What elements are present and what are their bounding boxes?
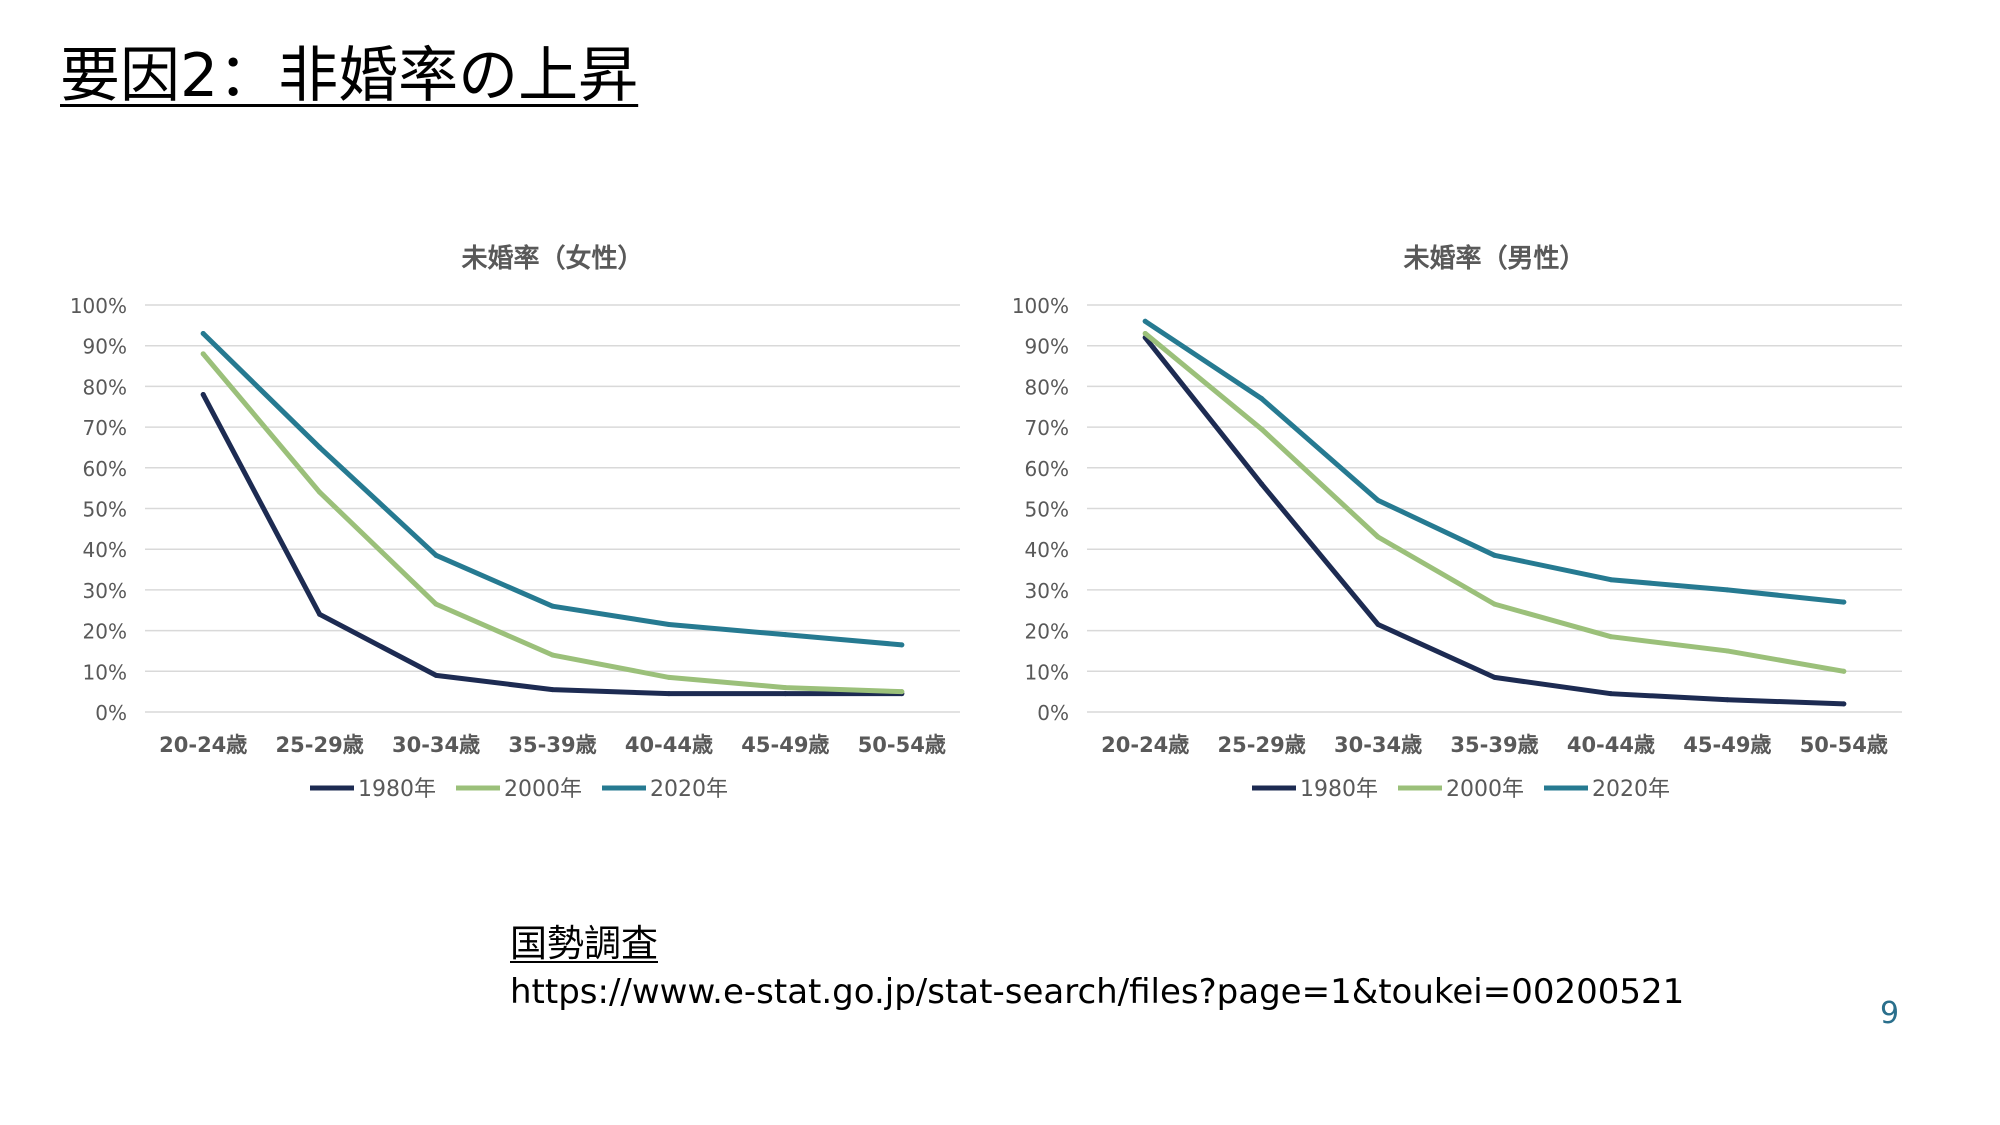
x-tick-label: 50-54歳 [858, 733, 946, 757]
x-tick-label: 50-54歳 [1800, 733, 1888, 757]
data-point [1841, 599, 1847, 605]
series-line-2020年 [1142, 318, 1847, 605]
chart-female-svg: 未婚率（女性） 0% 10% 20% 30% 40% 50% 60% 70% 80% 90% 100%… [70, 243, 960, 802]
data-point [666, 621, 672, 627]
y-tick-label: 60% [83, 457, 127, 481]
data-point [433, 552, 439, 558]
data-point [1492, 552, 1497, 558]
chart-male-unmarried-rate: 未婚率（男性） 0% 10% 20% 30% 40% 50% 60% 70% 80% 90% 100%… [1002, 225, 1922, 825]
data-point [550, 687, 555, 693]
data-point [550, 603, 555, 609]
y-tick-label: 90% [1025, 335, 1069, 359]
data-point [1841, 668, 1847, 674]
x-tick-label: 35-39歳 [508, 733, 596, 757]
data-point [899, 642, 905, 648]
y-tick-label: 70% [83, 416, 127, 440]
x-tick-label: 45-49歳 [1683, 733, 1771, 757]
data-point [1259, 481, 1265, 487]
data-point [317, 444, 323, 450]
chart-male-svg: 未婚率（男性） 0% 10% 20% 30% 40% 50% 60% 70% 80% 90% 100%… [1012, 243, 1902, 802]
data-point [1492, 601, 1497, 607]
data-point [433, 672, 439, 678]
data-point [1375, 534, 1381, 540]
y-tick-label: 0% [95, 701, 127, 725]
x-tick-label: 40-44歳 [1567, 733, 1655, 757]
data-point [899, 689, 905, 695]
chart-female-unmarried-rate: 未婚率（女性） 0% 10% 20% 30% 40% 50% 60% 70% 80% 90% 100%… [60, 225, 980, 825]
y-tick-label: 40% [83, 538, 127, 562]
data-point [200, 330, 206, 336]
data-point [666, 691, 672, 697]
y-tick-label: 90% [83, 335, 127, 359]
y-tick-label: 30% [1025, 579, 1069, 603]
data-point [317, 489, 323, 495]
y-tick-label: 10% [1025, 660, 1069, 684]
x-tick-label: 35-39歳 [1450, 733, 1538, 757]
legend-label: 2000年 [1446, 777, 1524, 802]
data-point [1375, 497, 1381, 503]
x-tick-label: 25-29歳 [276, 733, 364, 757]
x-tick-label: 20-24歳 [1101, 733, 1189, 757]
y-tick-label: 70% [1025, 416, 1069, 440]
y-tick-label: 60% [1025, 457, 1069, 481]
data-point [1375, 621, 1381, 627]
data-point [1724, 648, 1730, 654]
data-point [1724, 587, 1730, 593]
y-tick-label: 40% [1025, 538, 1069, 562]
x-tick-label: 40-44歳 [625, 733, 713, 757]
y-tick-label: 50% [1025, 498, 1069, 522]
page-number: 9 [1880, 996, 1900, 1031]
data-point [433, 601, 439, 607]
y-tick-label: 50% [83, 498, 127, 522]
data-point [1259, 426, 1265, 432]
data-point [200, 351, 206, 357]
series-line-2000年 [200, 351, 905, 695]
data-point [1142, 330, 1148, 336]
slide-title: 要因2：非婚率の上昇 [60, 41, 639, 111]
x-tick-label: 45-49歳 [741, 733, 829, 757]
source-url[interactable]: https://www.e-stat.go.jp/stat-search/fil… [510, 972, 1685, 1012]
data-point [1608, 634, 1614, 640]
y-tick-label: 100% [1012, 294, 1069, 318]
data-point [1142, 318, 1148, 324]
y-tick-label: 30% [83, 579, 127, 603]
series-line-2000年 [1142, 330, 1847, 674]
data-point [1492, 674, 1497, 680]
legend-label: 2020年 [1592, 777, 1670, 802]
data-point [1841, 701, 1847, 707]
data-point [1259, 396, 1265, 402]
series-line-2020年 [200, 330, 905, 648]
data-point [782, 691, 788, 697]
x-tick-label: 30-34歳 [1334, 733, 1422, 757]
y-tick-label: 0% [1037, 701, 1069, 725]
x-tick-label: 30-34歳 [392, 733, 480, 757]
y-tick-label: 100% [70, 294, 127, 318]
x-tick-label: 25-29歳 [1218, 733, 1306, 757]
y-tick-label: 80% [83, 375, 127, 399]
data-point [666, 674, 672, 680]
data-point [317, 611, 323, 617]
legend-label: 2020年 [650, 777, 728, 802]
data-point [1608, 577, 1614, 583]
y-tick-label: 20% [1025, 620, 1069, 644]
legend-label: 1980年 [1300, 777, 1378, 802]
chart-title: 未婚率（男性） [1403, 243, 1585, 274]
data-point [200, 392, 206, 398]
y-tick-label: 10% [83, 660, 127, 684]
data-point [1724, 697, 1730, 703]
legend-label: 2000年 [504, 777, 582, 802]
y-tick-label: 80% [1025, 375, 1069, 399]
y-tick-label: 20% [83, 620, 127, 644]
legend-label: 1980年 [358, 777, 436, 802]
source-label: 国勢調査 [510, 922, 658, 965]
data-point [782, 685, 788, 691]
chart-title: 未婚率（女性） [461, 243, 643, 274]
data-point [550, 652, 555, 658]
data-point [782, 632, 788, 638]
x-tick-label: 20-24歳 [159, 733, 247, 757]
data-point [1608, 691, 1614, 697]
